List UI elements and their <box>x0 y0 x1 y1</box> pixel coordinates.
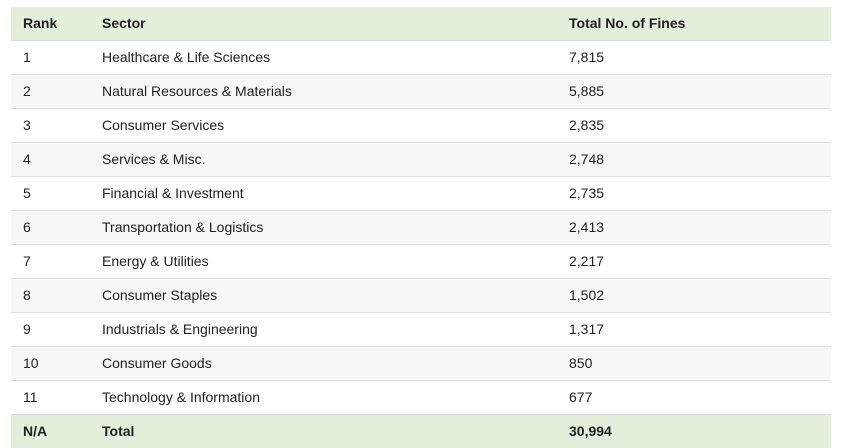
sector-cell: Consumer Staples <box>90 279 557 313</box>
rank-cell: 6 <box>11 211 90 245</box>
sector-cell: Natural Resources & Materials <box>90 75 557 109</box>
sector-cell: Services & Misc. <box>90 143 557 177</box>
rank-cell: 1 <box>11 41 90 75</box>
table-row: 10 Consumer Goods 850 <box>11 347 831 381</box>
column-header-fines: Total No. of Fines <box>557 7 831 41</box>
header-row: Rank Sector Total No. of Fines <box>11 7 831 41</box>
fines-cell: 2,217 <box>557 245 831 279</box>
rank-cell: 10 <box>11 347 90 381</box>
total-rank-cell: N/A <box>11 415 90 448</box>
fines-cell: 7,815 <box>557 41 831 75</box>
table-header: Rank Sector Total No. of Fines <box>11 7 831 41</box>
rank-cell: 3 <box>11 109 90 143</box>
sector-cell: Industrials & Engineering <box>90 313 557 347</box>
sector-cell: Financial & Investment <box>90 177 557 211</box>
fines-cell: 1,317 <box>557 313 831 347</box>
total-label-cell: Total <box>90 415 557 448</box>
rank-cell: 11 <box>11 381 90 415</box>
table-row: 3 Consumer Services 2,835 <box>11 109 831 143</box>
rank-cell: 2 <box>11 75 90 109</box>
table-row: 9 Industrials & Engineering 1,317 <box>11 313 831 347</box>
sector-cell: Energy & Utilities <box>90 245 557 279</box>
sector-cell: Consumer Services <box>90 109 557 143</box>
sector-cell: Technology & Information <box>90 381 557 415</box>
fines-by-sector-table: Rank Sector Total No. of Fines 1 Healthc… <box>11 7 831 448</box>
table-row: 7 Energy & Utilities 2,217 <box>11 245 831 279</box>
sector-cell: Transportation & Logistics <box>90 211 557 245</box>
table-row: 8 Consumer Staples 1,502 <box>11 279 831 313</box>
sector-cell: Consumer Goods <box>90 347 557 381</box>
sector-cell: Healthcare & Life Sciences <box>90 41 557 75</box>
fines-cell: 2,413 <box>557 211 831 245</box>
total-row: N/A Total 30,994 <box>11 415 831 448</box>
table-row: 4 Services & Misc. 2,748 <box>11 143 831 177</box>
fines-cell: 1,502 <box>557 279 831 313</box>
column-header-rank: Rank <box>11 7 90 41</box>
fines-cell: 2,835 <box>557 109 831 143</box>
table-row: 1 Healthcare & Life Sciences 7,815 <box>11 41 831 75</box>
column-header-sector: Sector <box>90 7 557 41</box>
table-row: 11 Technology & Information 677 <box>11 381 831 415</box>
fines-cell: 850 <box>557 347 831 381</box>
fines-table-container: Rank Sector Total No. of Fines 1 Healthc… <box>11 7 831 448</box>
fines-cell: 677 <box>557 381 831 415</box>
rank-cell: 8 <box>11 279 90 313</box>
table-row: 2 Natural Resources & Materials 5,885 <box>11 75 831 109</box>
rank-cell: 7 <box>11 245 90 279</box>
rank-cell: 5 <box>11 177 90 211</box>
table-body: 1 Healthcare & Life Sciences 7,815 2 Nat… <box>11 41 831 448</box>
table-row: 6 Transportation & Logistics 2,413 <box>11 211 831 245</box>
fines-cell: 5,885 <box>557 75 831 109</box>
rank-cell: 9 <box>11 313 90 347</box>
total-fines-cell: 30,994 <box>557 415 831 448</box>
fines-cell: 2,735 <box>557 177 831 211</box>
rank-cell: 4 <box>11 143 90 177</box>
table-row: 5 Financial & Investment 2,735 <box>11 177 831 211</box>
fines-cell: 2,748 <box>557 143 831 177</box>
